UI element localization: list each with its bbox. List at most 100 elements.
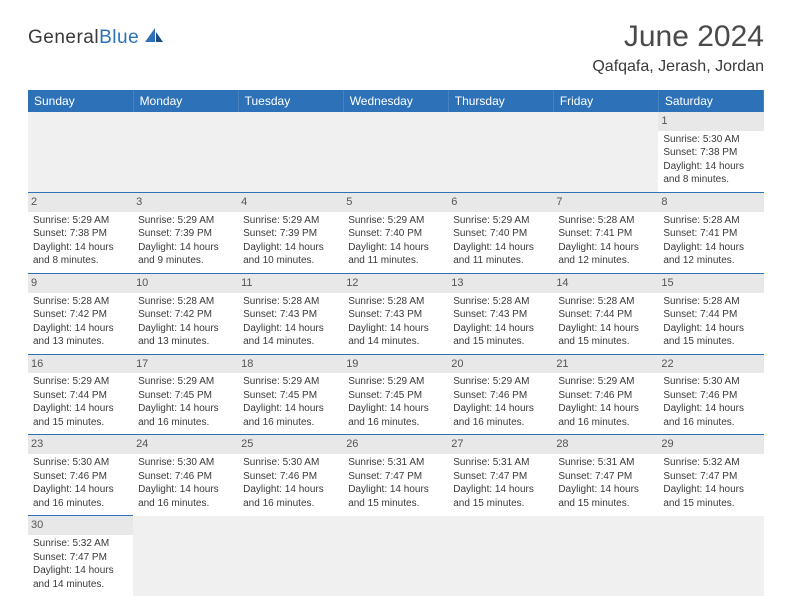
day-info-line: Sunset: 7:47 PM [33, 551, 128, 565]
day-info-line: Sunset: 7:43 PM [453, 308, 548, 322]
calendar-week: 30Sunrise: 5:32 AMSunset: 7:47 PMDayligh… [28, 516, 764, 596]
day-info-line: and 16 minutes. [138, 416, 233, 430]
day-info-line: Daylight: 14 hours [243, 241, 338, 255]
day-info-line: and 11 minutes. [453, 254, 548, 268]
calendar-day: 18Sunrise: 5:29 AMSunset: 7:45 PMDayligh… [238, 354, 343, 435]
day-info-line: and 15 minutes. [663, 497, 758, 511]
calendar-header-row: SundayMondayTuesdayWednesdayThursdayFrid… [28, 90, 764, 112]
day-info-line: and 15 minutes. [453, 497, 548, 511]
day-info-line: Daylight: 14 hours [348, 402, 443, 416]
day-number: 19 [343, 355, 448, 374]
day-number: 25 [238, 435, 343, 454]
day-info-line: and 16 minutes. [558, 416, 653, 430]
header: GeneralBlue June 2024 Qafqafa, Jerash, J… [28, 20, 764, 76]
day-number: 7 [553, 193, 658, 212]
day-info-line: and 8 minutes. [33, 254, 128, 268]
day-info-line: Sunrise: 5:32 AM [663, 456, 758, 470]
calendar-day: 4Sunrise: 5:29 AMSunset: 7:39 PMDaylight… [238, 192, 343, 273]
day-number: 3 [133, 193, 238, 212]
day-info-line: Sunrise: 5:29 AM [453, 214, 548, 228]
day-info-line: Sunrise: 5:29 AM [33, 214, 128, 228]
day-info-line: Sunset: 7:38 PM [33, 227, 128, 241]
day-info-line: Sunset: 7:42 PM [138, 308, 233, 322]
calendar-day: 15Sunrise: 5:28 AMSunset: 7:44 PMDayligh… [658, 273, 763, 354]
title-block: June 2024 Qafqafa, Jerash, Jordan [592, 20, 764, 76]
calendar-day: 20Sunrise: 5:29 AMSunset: 7:46 PMDayligh… [448, 354, 553, 435]
day-info-line: Daylight: 14 hours [33, 241, 128, 255]
day-number: 12 [343, 274, 448, 293]
day-info-line: Daylight: 14 hours [348, 322, 443, 336]
day-info-line: Daylight: 14 hours [138, 402, 233, 416]
day-number: 16 [28, 355, 133, 374]
day-info-line: and 12 minutes. [663, 254, 758, 268]
calendar-day: 27Sunrise: 5:31 AMSunset: 7:47 PMDayligh… [448, 435, 553, 516]
day-info-line: Daylight: 14 hours [663, 160, 758, 174]
day-number: 9 [28, 274, 133, 293]
logo-text-blue: Blue [99, 27, 139, 48]
calendar-day-empty [238, 516, 343, 596]
day-info-line: and 11 minutes. [348, 254, 443, 268]
day-info-line: Sunset: 7:47 PM [558, 470, 653, 484]
calendar-day: 17Sunrise: 5:29 AMSunset: 7:45 PMDayligh… [133, 354, 238, 435]
day-number: 8 [658, 193, 763, 212]
day-info-line: Sunrise: 5:30 AM [33, 456, 128, 470]
calendar-day: 13Sunrise: 5:28 AMSunset: 7:43 PMDayligh… [448, 273, 553, 354]
day-info-line: Sunrise: 5:28 AM [663, 295, 758, 309]
day-info-line: Sunset: 7:47 PM [348, 470, 443, 484]
day-info-line: and 15 minutes. [33, 416, 128, 430]
day-info-line: Sunrise: 5:29 AM [138, 375, 233, 389]
day-info-line: Daylight: 14 hours [663, 402, 758, 416]
day-info-line: Sunset: 7:42 PM [33, 308, 128, 322]
calendar-day: 11Sunrise: 5:28 AMSunset: 7:43 PMDayligh… [238, 273, 343, 354]
day-number: 5 [343, 193, 448, 212]
day-info-line: Sunset: 7:46 PM [558, 389, 653, 403]
day-info-line: Sunrise: 5:31 AM [348, 456, 443, 470]
day-info-line: Sunrise: 5:32 AM [33, 537, 128, 551]
day-number: 1 [658, 112, 763, 131]
day-info-line: Daylight: 14 hours [33, 322, 128, 336]
day-info-line: Sunset: 7:41 PM [663, 227, 758, 241]
day-info-line: and 13 minutes. [33, 335, 128, 349]
calendar-day: 25Sunrise: 5:30 AMSunset: 7:46 PMDayligh… [238, 435, 343, 516]
calendar-day-empty [658, 516, 763, 596]
logo-text: GeneralBlue [28, 27, 139, 49]
day-info-line: Daylight: 14 hours [243, 402, 338, 416]
calendar-day: 26Sunrise: 5:31 AMSunset: 7:47 PMDayligh… [343, 435, 448, 516]
calendar-week: 2Sunrise: 5:29 AMSunset: 7:38 PMDaylight… [28, 192, 764, 273]
day-info-line: Sunrise: 5:29 AM [243, 214, 338, 228]
day-info-line: Sunrise: 5:28 AM [453, 295, 548, 309]
calendar-day-empty [343, 516, 448, 596]
day-info-line: Daylight: 14 hours [33, 402, 128, 416]
day-header: Thursday [448, 90, 553, 112]
day-info-line: Daylight: 14 hours [558, 483, 653, 497]
day-info-line: Sunrise: 5:31 AM [558, 456, 653, 470]
day-header: Friday [553, 90, 658, 112]
day-info-line: and 16 minutes. [138, 497, 233, 511]
day-info-line: Sunrise: 5:28 AM [558, 214, 653, 228]
day-info-line: Daylight: 14 hours [348, 241, 443, 255]
calendar-day: 24Sunrise: 5:30 AMSunset: 7:46 PMDayligh… [133, 435, 238, 516]
day-info-line: Daylight: 14 hours [33, 483, 128, 497]
calendar-day: 10Sunrise: 5:28 AMSunset: 7:42 PMDayligh… [133, 273, 238, 354]
day-info-line: and 15 minutes. [453, 335, 548, 349]
day-info-line: and 16 minutes. [453, 416, 548, 430]
day-info-line: and 16 minutes. [33, 497, 128, 511]
calendar-day: 16Sunrise: 5:29 AMSunset: 7:44 PMDayligh… [28, 354, 133, 435]
day-info-line: Daylight: 14 hours [663, 241, 758, 255]
calendar-day: 30Sunrise: 5:32 AMSunset: 7:47 PMDayligh… [28, 516, 133, 596]
day-info-line: Daylight: 14 hours [453, 322, 548, 336]
day-info-line: Daylight: 14 hours [138, 241, 233, 255]
day-info-line: Sunrise: 5:30 AM [663, 375, 758, 389]
day-info-line: Sunrise: 5:28 AM [33, 295, 128, 309]
day-info-line: and 12 minutes. [558, 254, 653, 268]
calendar-day-empty [133, 112, 238, 192]
calendar-day-empty [343, 112, 448, 192]
calendar-week: 23Sunrise: 5:30 AMSunset: 7:46 PMDayligh… [28, 435, 764, 516]
calendar-day: 14Sunrise: 5:28 AMSunset: 7:44 PMDayligh… [553, 273, 658, 354]
day-info-line: Sunset: 7:44 PM [33, 389, 128, 403]
day-info-line: Sunrise: 5:28 AM [348, 295, 443, 309]
day-info-line: Daylight: 14 hours [138, 483, 233, 497]
day-info-line: and 15 minutes. [348, 497, 443, 511]
day-info-line: Sunrise: 5:30 AM [243, 456, 338, 470]
day-info-line: Sunset: 7:46 PM [243, 470, 338, 484]
